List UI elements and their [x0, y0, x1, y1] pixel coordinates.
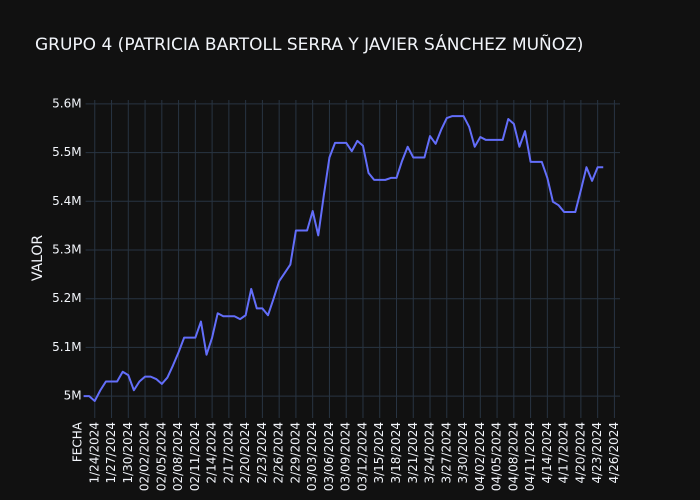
x-tick-label: 3/27/2024	[439, 422, 453, 484]
x-tick-label: 3/15/2024	[372, 422, 386, 484]
x-tick-label: 4/26/2024	[607, 422, 621, 484]
x-tick-label: 03/12/2024	[355, 422, 369, 491]
x-tick-label: FECHA	[71, 421, 85, 462]
x-tick-label: 2/17/2024	[221, 422, 235, 484]
x-tick-label: 4/14/2024	[540, 422, 554, 484]
x-tick-label: 1/30/2024	[121, 422, 135, 484]
y-tick-label: 5.4M	[52, 194, 81, 208]
x-tick-label: 02/05/2024	[154, 422, 168, 491]
data-line	[83, 115, 604, 402]
x-tick-label: 2/29/2024	[288, 422, 302, 484]
y-tick-label: 5.5M	[52, 145, 81, 159]
chart-title: GRUPO 4 (PATRICIA BARTOLL SERRA Y JAVIER…	[35, 33, 583, 55]
x-tick-label: 3/18/2024	[389, 422, 403, 484]
x-tick-label: 2/23/2024	[255, 422, 269, 484]
x-tick-label: 1/24/2024	[87, 422, 101, 484]
x-tick-label: 03/09/2024	[339, 422, 353, 491]
x-tick-label: 2/14/2024	[205, 422, 219, 484]
x-tick-label: 3/21/2024	[406, 422, 420, 484]
x-tick-label: 4/20/2024	[573, 422, 587, 484]
x-tick-label: 04/08/2024	[506, 422, 520, 491]
x-tick-label: 02/08/2024	[171, 422, 185, 491]
y-tick-label: 5M	[64, 389, 82, 403]
x-tick-label: 3/24/2024	[423, 422, 437, 484]
x-tick-label: 2/20/2024	[238, 422, 252, 484]
x-tick-label: 2/26/2024	[272, 422, 286, 484]
x-tick-label: 04/02/2024	[473, 422, 487, 491]
x-tick-label: 1/27/2024	[104, 422, 118, 484]
y-tick-label: 5.6M	[52, 96, 81, 110]
x-tick-label: 4/17/2024	[557, 422, 571, 484]
x-tick-label: 04/05/2024	[490, 422, 504, 491]
y-tick-label: 5.1M	[52, 340, 81, 354]
x-tick-label: 04/11/2024	[523, 422, 537, 491]
y-tick-label: 5.3M	[52, 242, 81, 256]
x-tick-label: 03/03/2024	[305, 422, 319, 491]
x-tick-label: 4/23/2024	[590, 422, 604, 484]
x-tick-label: 3/30/2024	[456, 422, 470, 484]
x-tick-label: 03/06/2024	[322, 422, 336, 491]
y-axis-title: VALOR	[30, 235, 46, 282]
x-tick-label: 02/02/2024	[138, 422, 152, 491]
x-tick-label: 02/11/2024	[188, 422, 202, 491]
y-tick-label: 5.2M	[52, 291, 81, 305]
